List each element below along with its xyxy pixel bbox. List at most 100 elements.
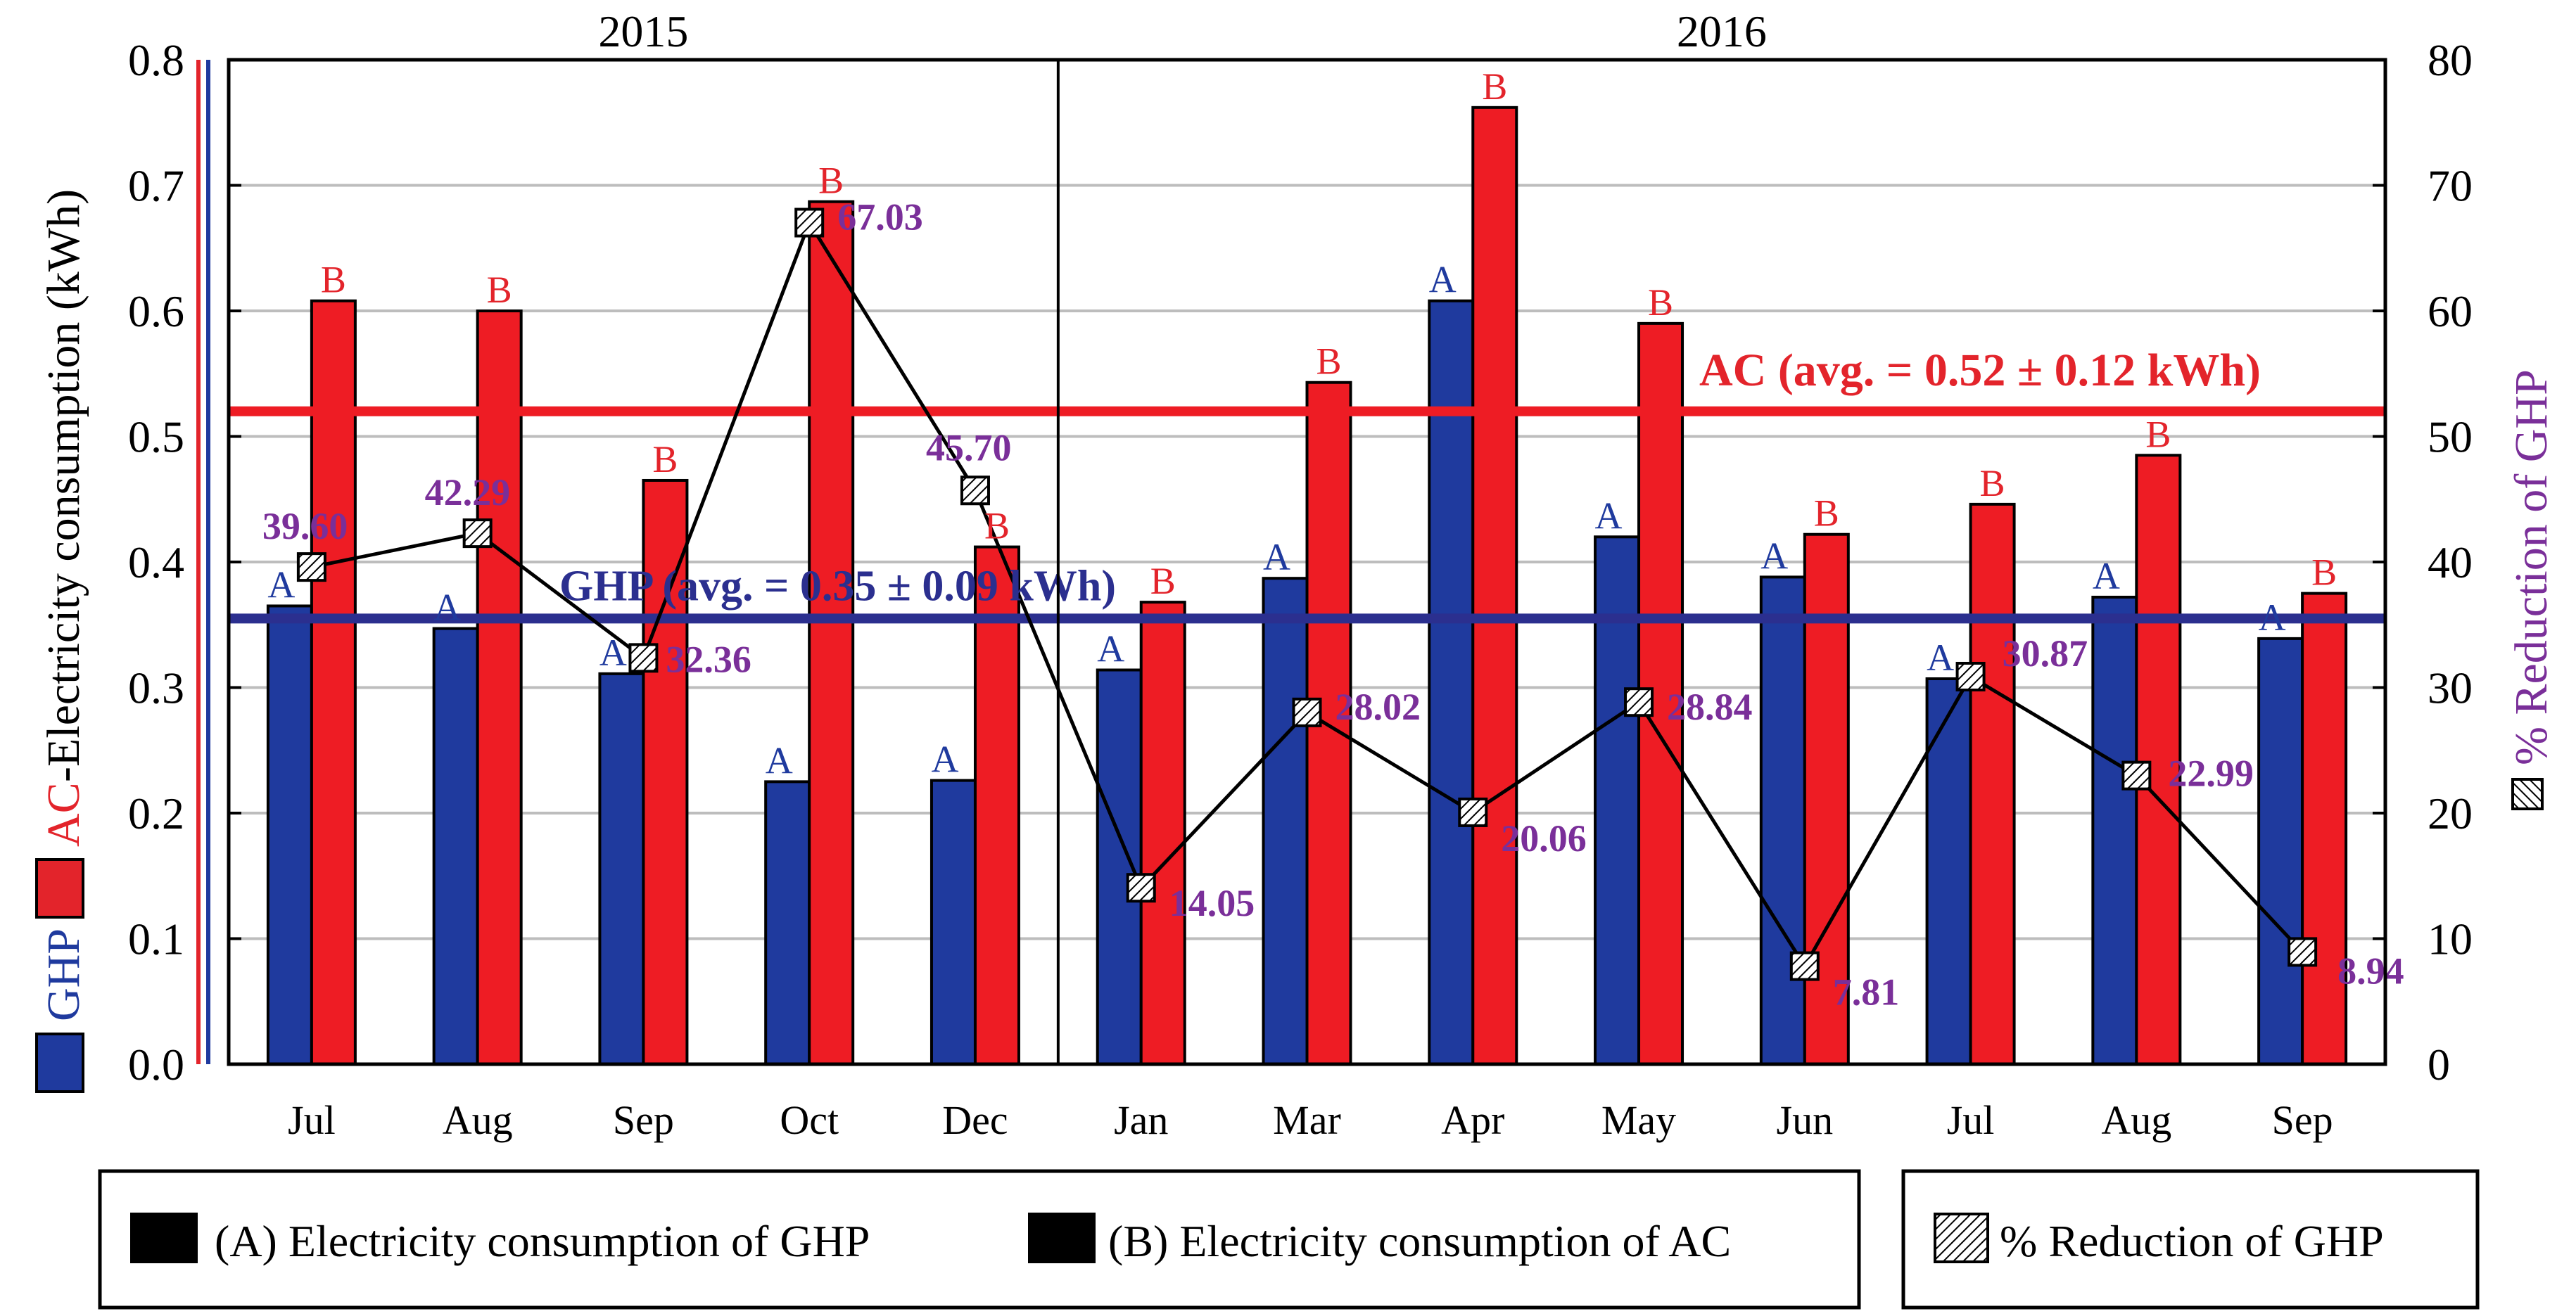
left-tick-label: 0.7: [128, 161, 184, 211]
x-tick-label: Mar: [1273, 1097, 1341, 1143]
bar-ghp: [2091, 595, 2138, 1066]
reduction-label: 32.36: [666, 638, 751, 680]
bar-ghp: [1096, 668, 1143, 1066]
bar-letter-ghp: A: [1097, 628, 1124, 670]
bar-letter-ghp: A: [433, 587, 461, 629]
ylabel-swatch-ac: [35, 858, 84, 919]
right-tick-label: 0: [2428, 1040, 2450, 1090]
bar-ac: [310, 299, 357, 1066]
bar-letter-ghp: A: [1263, 536, 1290, 578]
left-tick-label: 0.8: [128, 35, 184, 85]
bar-letter-ac: B: [1648, 281, 1673, 324]
bar-ghp: [1428, 299, 1475, 1066]
avg-label-ghp: GHP (avg. = 0.35 ± 0.09 kWh): [559, 562, 1116, 610]
left-tick-label: 0.6: [128, 286, 184, 336]
reduction-marker: [1126, 873, 1156, 903]
x-tick-label: Jun: [1777, 1097, 1834, 1143]
legend: (A) Electricity consumption of GHP (B) E…: [98, 1169, 2480, 1310]
reduction-label: 45.70: [926, 426, 1012, 468]
x-tick-label: May: [1601, 1097, 1676, 1143]
ylabel-swatch-ghp: [35, 1033, 84, 1093]
bar-letter-ghp: A: [1429, 259, 1457, 301]
bar-letter-ghp: A: [931, 739, 958, 781]
bar-ghp: [929, 779, 977, 1066]
left-tick-label: 0.5: [128, 412, 184, 462]
reduction-marker: [628, 643, 659, 673]
bar-ac: [808, 200, 855, 1066]
bar-letter-ghp: A: [1760, 535, 1788, 577]
bar-ghp: [432, 627, 479, 1066]
reduction-label: 28.02: [1335, 686, 1421, 728]
bar-letter-ac: B: [1316, 340, 1341, 383]
reduction-marker: [2121, 760, 2152, 791]
bar-letter-ac: B: [1150, 560, 1176, 602]
legend-box-bars: [98, 1169, 1861, 1310]
right-tick-label: 40: [2428, 537, 2473, 587]
reduction-marker: [1789, 951, 1820, 981]
x-tick-label: Jan: [1114, 1097, 1168, 1143]
right-tick-label: 60: [2428, 286, 2473, 336]
bar-letter-ac: B: [1980, 462, 2005, 504]
x-tick-label: Aug: [443, 1097, 513, 1143]
bar-ac: [2135, 454, 2182, 1066]
bar-ghp: [764, 780, 811, 1066]
bar-ac: [1969, 502, 2016, 1066]
reduction-label: 28.84: [1667, 686, 1753, 728]
bar-letter-ac: B: [487, 269, 512, 311]
ylabel-ghp: GHP: [38, 928, 89, 1021]
bar-ghp: [266, 604, 313, 1066]
reduction-marker: [1292, 697, 1322, 727]
reduction-label: 67.03: [837, 196, 923, 238]
bar-letter-ac: B: [2145, 413, 2171, 455]
right-tick-label: 30: [2428, 663, 2473, 713]
left-tick-label: 0.0: [128, 1040, 184, 1090]
year-label-2016: 2016: [1677, 6, 1767, 56]
bar-letter-ac: B: [1482, 65, 1507, 108]
bar-letter-ghp: A: [599, 632, 627, 674]
x-tick-label: Dec: [942, 1097, 1008, 1143]
bar-letter-ghp: A: [766, 739, 793, 781]
bar-ghp: [2257, 637, 2304, 1066]
reduction-label: 30.87: [2003, 632, 2088, 675]
bar-letter-ac: B: [1814, 492, 1839, 535]
left-tick-label: 0.4: [128, 537, 184, 587]
bar-letter-ac: B: [818, 160, 844, 202]
bar-ac: [642, 478, 689, 1066]
reduction-label: 8.94: [2337, 950, 2404, 992]
bar-letter-ghp: A: [2093, 555, 2120, 597]
right-axis-title: % Reduction of GHP: [2506, 369, 2557, 810]
reduction-label: 7.81: [1833, 971, 1900, 1014]
reduction-marker: [960, 475, 990, 506]
reduction-marker: [462, 518, 493, 549]
reduction-marker: [2288, 937, 2318, 967]
bar-ghp: [598, 672, 645, 1066]
x-tick-label: Sep: [613, 1097, 674, 1143]
legend-swatch-ghp: [130, 1213, 198, 1263]
bar-ac: [476, 309, 523, 1066]
reduction-label: 39.60: [262, 505, 348, 547]
reduction-marker: [296, 552, 326, 582]
legend-label-ac: (B) Electricity consumption of AC: [1108, 1216, 1731, 1266]
reduction-label: 42.29: [425, 471, 511, 513]
x-tick-label: Aug: [2101, 1097, 2171, 1143]
bar-letter-ac: B: [984, 505, 1010, 547]
reduction-line: [296, 207, 2318, 981]
legend-swatch-reduction: [1934, 1213, 1989, 1263]
year-label-2015: 2015: [598, 6, 688, 56]
x-tick-label: Sep: [2272, 1097, 2333, 1143]
ylabel-text: -Electricity consumption (kWh): [38, 189, 89, 782]
reduction-label: 22.99: [2168, 753, 2254, 795]
x-tick-label: Jul: [288, 1097, 336, 1143]
bar-ac: [2301, 592, 2348, 1066]
left-tick-label: 0.1: [128, 914, 184, 964]
right-tick-label: 70: [2428, 161, 2473, 211]
left-tick-label: 0.2: [128, 788, 184, 838]
reduction-marker: [1955, 661, 1986, 691]
legend-label-reduction: % Reduction of GHP: [2000, 1216, 2384, 1266]
x-tick-label: Apr: [1441, 1097, 1504, 1143]
right-tick-label: 50: [2428, 412, 2473, 462]
bar-ghp: [1759, 575, 1806, 1066]
legend-label-ghp: (A) Electricity consumption of GHP: [215, 1216, 870, 1266]
reduction-marker: [794, 207, 825, 238]
